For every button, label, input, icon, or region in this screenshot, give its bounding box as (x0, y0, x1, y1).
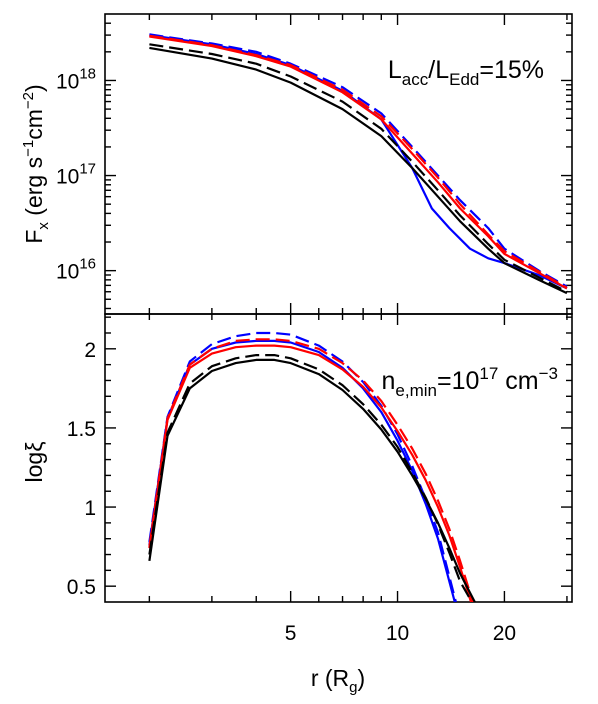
x-tick-label: 10 (386, 622, 409, 645)
bottom-series-blue-dashed (148, 331, 457, 602)
bottom-series-red-dashed (148, 338, 474, 602)
bottom-y-tick-label: 1 (84, 497, 96, 520)
top-series-black-dashed (149, 43, 568, 293)
series-layer (148, 33, 568, 602)
top-y-tick-label: 1016 (56, 256, 96, 284)
bottom-y-tick-label: 0.5 (67, 576, 96, 599)
top-panel-annotation: Lacc/LEdd=15% (388, 56, 544, 89)
top-series-blue-dashed (149, 33, 568, 288)
bottom-series-red-solid (148, 344, 473, 602)
ticks-layer: 1016 1017 1018 0.5 1 1.5 2 5 10 20 (56, 14, 572, 645)
top-y-tick-label: 1017 (56, 161, 96, 189)
top-y-axis-label: Fx (erg s−1cm−2) (20, 84, 52, 243)
bottom-panel-annotation: ne,min=1017 cm−3 (382, 364, 559, 400)
top-series-red-dashed (149, 34, 568, 289)
top-series-black-solid (149, 46, 568, 295)
top-y-tick-label: 1018 (56, 65, 96, 93)
bottom-panel-frame (104, 313, 573, 603)
top-series-blue-solid (149, 34, 568, 290)
x-tick-label: 20 (493, 622, 516, 645)
bottom-series-black-dashed (148, 354, 471, 600)
bottom-y-tick-label: 1.5 (67, 418, 96, 441)
bottom-y-axis-label: logξ (21, 442, 47, 483)
bottom-y-tick-label: 2 (84, 339, 96, 362)
x-tick-label: 5 (285, 622, 297, 645)
x-axis-label: r (Rg) (311, 665, 365, 696)
